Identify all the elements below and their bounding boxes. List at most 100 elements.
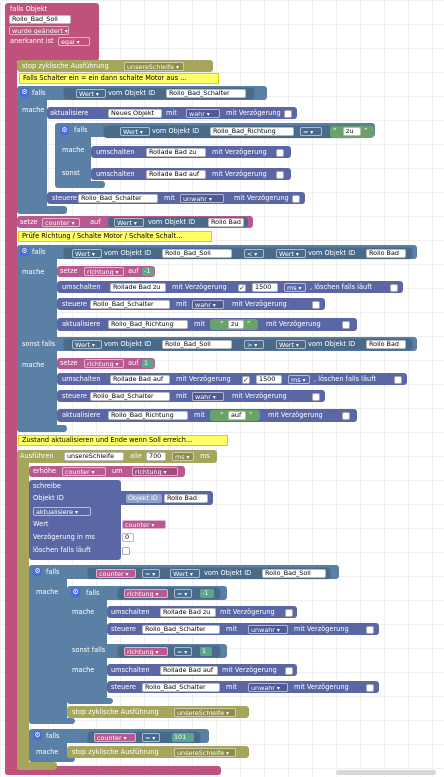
if2-switch2-checkbox[interactable]: ✓ bbox=[242, 376, 250, 384]
if3-inner-op1[interactable]: = bbox=[174, 589, 192, 598]
if3-inner-op2[interactable]: = bbox=[174, 647, 192, 656]
if3-then2-object[interactable]: Rollade Bad auf bbox=[160, 666, 218, 675]
if3-object-field[interactable]: Rollo_Bad_Soll bbox=[262, 569, 326, 578]
inc-block[interactable] bbox=[29, 466, 185, 477]
if3-ctrl1-checkbox[interactable] bbox=[366, 626, 374, 634]
if3-inner-val1[interactable]: -1 bbox=[200, 589, 214, 598]
if2-update2-value[interactable]: auf bbox=[228, 411, 246, 420]
if1-inner-operator[interactable]: = bbox=[300, 127, 322, 136]
if1-inner-else-object[interactable]: Rollade Bad auf bbox=[146, 170, 206, 179]
if1-update-object[interactable]: Neues Objekt bbox=[108, 109, 162, 118]
write-object-placeholder[interactable]: Objekt ID bbox=[126, 494, 162, 503]
gear-icon[interactable]: ⚙ bbox=[20, 247, 29, 256]
if3-inner-val2[interactable]: 1 bbox=[200, 647, 212, 656]
if1-update-value[interactable]: wahr bbox=[186, 109, 220, 118]
if2-control2-checkbox[interactable] bbox=[312, 393, 320, 401]
if2-set-dir-value[interactable]: -1 bbox=[142, 267, 154, 276]
if3-then1-object[interactable]: Rollade Bad zu bbox=[160, 608, 216, 617]
stop-loop-dropdown[interactable]: unsereSchleife bbox=[124, 62, 184, 71]
gear-icon[interactable]: ⚙ bbox=[71, 588, 80, 597]
set-counter-value-block[interactable] bbox=[108, 217, 248, 227]
comment-1[interactable]: Falls Schalter ein = ein dann schalte Mo… bbox=[19, 73, 219, 84]
if3-inner-var1[interactable]: richtung bbox=[124, 589, 168, 598]
if2-cond1-object[interactable]: Rollo_Bad_Soll bbox=[162, 249, 232, 258]
if3-ctrl1-object[interactable]: Rollo_Bad_Schalter bbox=[142, 625, 220, 634]
if2-cond1-value-dropdown-2[interactable]: Wert bbox=[276, 249, 306, 258]
if2-control-checkbox[interactable] bbox=[312, 301, 320, 309]
if1-inner-then-checkbox[interactable] bbox=[276, 149, 284, 157]
if2-switch-checkbox[interactable]: ✓ bbox=[238, 284, 246, 292]
if2-cond2-operator[interactable]: > bbox=[244, 340, 264, 349]
if1-update-delay-checkbox[interactable] bbox=[284, 110, 292, 118]
if2-update2-checkbox[interactable] bbox=[342, 412, 350, 420]
if2-control-object[interactable]: Rollo_Bad_Schalter bbox=[90, 300, 170, 309]
if1-inner-object-field[interactable]: Rollo_Bad_Richtung bbox=[210, 127, 294, 136]
if1-control-checkbox[interactable] bbox=[292, 195, 300, 203]
if2-set-dir2-var[interactable]: richtung bbox=[84, 359, 124, 368]
if2-update-checkbox[interactable] bbox=[342, 321, 350, 329]
if3-inner-cond1[interactable] bbox=[118, 588, 220, 599]
if2-cond2-object-2[interactable]: Rollo Bad bbox=[366, 340, 406, 349]
if4-value[interactable]: 101 bbox=[172, 733, 194, 742]
if2-control-value[interactable]: wahr bbox=[192, 300, 224, 309]
set-counter-object[interactable]: Rollo Bad bbox=[208, 218, 244, 227]
if2-switch-clear-checkbox[interactable] bbox=[390, 284, 398, 292]
if3-then1-checkbox[interactable] bbox=[285, 609, 293, 617]
if1-object-field[interactable]: Rollo_Bad_Schalter bbox=[166, 89, 246, 98]
trigger-ack-dropdown[interactable]: egal bbox=[58, 37, 90, 46]
if2-cond1-object-2[interactable]: Rollo Bad bbox=[366, 249, 406, 258]
if4-stop-dropdown[interactable]: unsereSchleife bbox=[174, 748, 236, 757]
if3-ctrl2-value[interactable]: unwahr bbox=[248, 683, 288, 692]
if3-inner-cond2[interactable] bbox=[118, 646, 220, 657]
gear-icon[interactable]: ⚙ bbox=[33, 731, 42, 740]
if2-update2-object[interactable]: Rollo_Bad_Richtung bbox=[108, 411, 188, 420]
if2-cond1-operator[interactable]: < bbox=[244, 249, 264, 258]
set-counter-var[interactable]: counter bbox=[42, 218, 80, 227]
gear-icon[interactable]: ⚙ bbox=[60, 126, 69, 135]
if2-condition-2[interactable] bbox=[64, 339, 412, 350]
trigger-changed-dropdown[interactable]: wurde geändert bbox=[9, 26, 69, 35]
trigger-object-field[interactable]: Rollo_Bad_Soll bbox=[9, 15, 71, 24]
if1-inner-compare-value[interactable]: zu bbox=[343, 127, 361, 136]
if1-inner-else-checkbox[interactable] bbox=[276, 171, 284, 179]
if2-set-dir-var[interactable]: richtung bbox=[84, 267, 124, 276]
comment-3[interactable]: Zustand aktualisieren und Ende wenn Soll… bbox=[18, 435, 228, 446]
write-clear-checkbox[interactable] bbox=[122, 547, 130, 555]
if2-cond2-object[interactable]: Rollo_Bad_Soll bbox=[162, 340, 232, 349]
gear-icon[interactable]: ⚙ bbox=[20, 88, 29, 97]
if3-ctrl2-checkbox[interactable] bbox=[366, 684, 374, 692]
if3-inner-var2[interactable]: richtung bbox=[124, 647, 168, 656]
set-counter-value-dropdown[interactable]: Wert bbox=[114, 218, 144, 227]
if4-var[interactable]: counter bbox=[94, 733, 136, 742]
if1-value-dropdown[interactable]: Wert bbox=[76, 89, 106, 98]
if2-switch2-clear-checkbox[interactable] bbox=[394, 376, 402, 384]
inc-value[interactable]: richtung bbox=[132, 467, 178, 476]
if3-var[interactable]: counter bbox=[96, 569, 136, 578]
horizontal-scrollbar[interactable] bbox=[336, 770, 436, 775]
write-object-field[interactable]: Rollo Bad bbox=[164, 494, 208, 503]
if2-switch2-object[interactable]: Rollade Bad auf bbox=[110, 375, 170, 384]
if2-switch2-ms[interactable]: 1500 bbox=[256, 375, 282, 384]
write-delay-value[interactable]: 0 bbox=[122, 533, 134, 542]
if2-condition-1[interactable] bbox=[64, 248, 412, 259]
if1-control-object[interactable]: Rollo_Bad_Schalter bbox=[78, 194, 158, 203]
comment-2[interactable]: Prüfe Richtung / Schalte Motor / Schalte… bbox=[18, 231, 212, 242]
if3-value-dropdown[interactable]: Wert bbox=[170, 569, 200, 578]
if2-switch-ms[interactable]: 1500 bbox=[252, 283, 278, 292]
if3-stop-dropdown[interactable]: unsereSchleife bbox=[174, 708, 236, 717]
if2-switch2-unit[interactable]: ms bbox=[288, 375, 310, 384]
if3-then2-checkbox[interactable] bbox=[285, 667, 293, 675]
if4-operator[interactable]: = bbox=[142, 733, 160, 742]
gear-icon[interactable]: ⚙ bbox=[33, 567, 42, 576]
loop-name-field[interactable]: unsereSchleife bbox=[64, 452, 124, 461]
inc-var[interactable]: counter bbox=[62, 467, 106, 476]
loop-ms-value[interactable]: 700 bbox=[146, 452, 166, 461]
write-wert-value[interactable]: counter bbox=[122, 520, 166, 529]
if3-ctrl2-object[interactable]: Rollo_Bad_Schalter bbox=[142, 683, 220, 692]
if3-condition[interactable] bbox=[88, 568, 330, 579]
if3-ctrl1-value[interactable]: unwahr bbox=[248, 625, 288, 634]
if2-switch-object[interactable]: Rollade Bad zu bbox=[110, 283, 166, 292]
write-mode-dropdown[interactable]: aktualisiere bbox=[33, 507, 91, 516]
if2-set-dir2-value[interactable]: 1 bbox=[142, 359, 154, 368]
